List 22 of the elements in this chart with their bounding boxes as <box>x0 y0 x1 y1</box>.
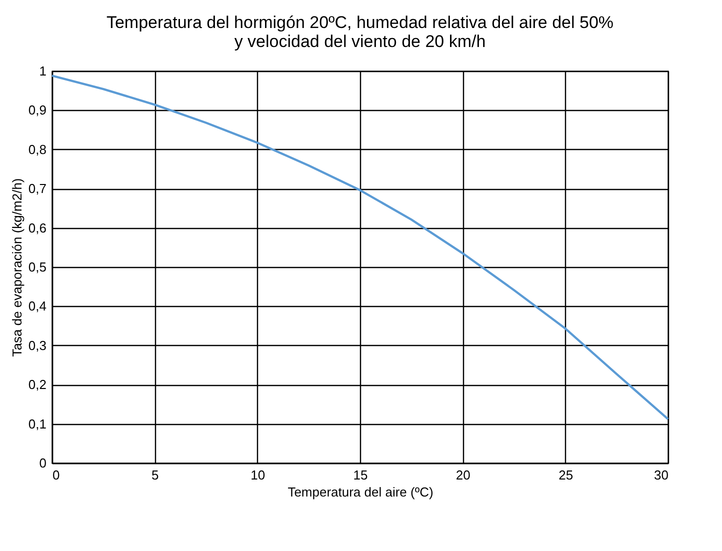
y-tick-label: 0,7 <box>28 181 46 196</box>
y-tick-label: 0,8 <box>28 142 46 157</box>
x-tick-label: 30 <box>654 468 668 482</box>
x-tick-label: 15 <box>353 468 368 482</box>
x-tick-label: 10 <box>250 468 266 482</box>
x-axis-title: Temperatura del aire (ºC) <box>288 484 434 500</box>
x-tick-label: 25 <box>558 468 574 482</box>
y-tick-label: 0,5 <box>28 260 46 274</box>
x-tick-label: 5 <box>152 468 159 482</box>
x-tick-label: 0 <box>52 468 60 482</box>
chart-title: Temperatura del hormigón 20ºC, humedad relativa del aire del 50% y velocidad del viento de 20 km/h <box>106 13 614 51</box>
y-tick-label: 0,4 <box>28 298 46 314</box>
y-axis-title: Tasa de evaporación (kg/m2/h) <box>9 178 24 357</box>
y-tick-label: 0,6 <box>28 220 46 236</box>
y-tick-label: 0,2 <box>28 377 46 392</box>
y-tick-label: 0,3 <box>28 338 46 353</box>
y-tick-label: 0 <box>39 456 46 470</box>
line-series <box>50 74 670 420</box>
y-tick-label: 1 <box>39 64 46 78</box>
y-tick-label: 0,1 <box>28 416 46 432</box>
x-tick-label: 20 <box>456 468 470 482</box>
y-tick-label: 0,9 <box>28 102 46 118</box>
